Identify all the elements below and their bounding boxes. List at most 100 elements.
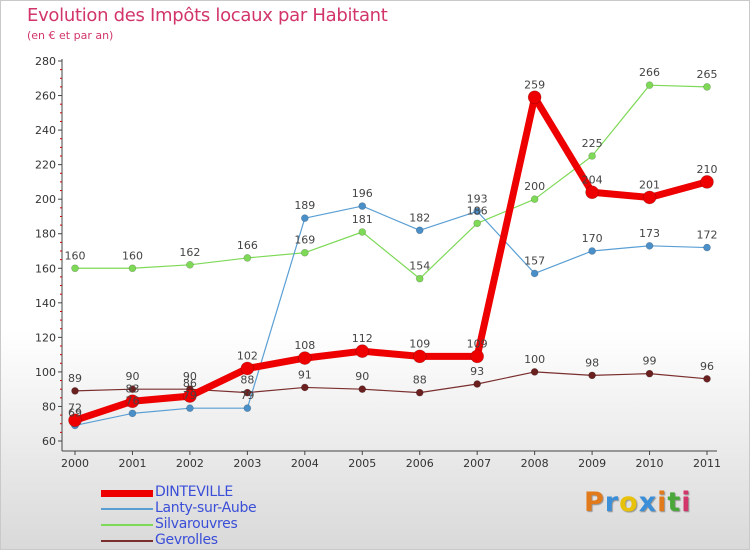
data-label-silvarouvres: 169: [294, 234, 315, 247]
data-label-gevrolles: 96: [700, 360, 714, 373]
proxiti-logo: Proxiti: [584, 487, 692, 518]
data-point-gevrolles: [301, 383, 309, 392]
data-label-gevrolles: 90: [125, 370, 139, 383]
y-tick-label: 100: [35, 366, 56, 379]
x-tick-label: 2004: [291, 457, 319, 470]
series-line-lanty-sur-aube: [74, 205, 708, 427]
y-tick-label: 140: [35, 297, 56, 310]
data-label-dinteville: 210: [697, 163, 718, 176]
data-point-gevrolles: [243, 388, 252, 397]
data-label-dinteville: 109: [409, 337, 430, 350]
y-tick-label: 60: [42, 435, 56, 448]
y-tick-label: 200: [35, 193, 56, 206]
data-label-lanty-sur-aube: 189: [294, 199, 315, 212]
data-point-gevrolles: [588, 371, 596, 380]
data-point-lanty-sur-aube: [301, 214, 309, 222]
x-tick-label: 2008: [521, 457, 549, 470]
data-point-dinteville: [470, 349, 484, 364]
data-label-lanty-sur-aube: 79: [240, 389, 254, 402]
data-label-dinteville: 259: [524, 78, 545, 91]
data-label-gevrolles: 99: [643, 355, 657, 368]
x-tick-label: 2003: [233, 457, 261, 470]
legend-swatch: [101, 489, 153, 497]
data-point-gevrolles: [473, 380, 481, 388]
legend-label: Gevrolles: [155, 532, 218, 548]
data-label-gevrolles: 91: [298, 368, 312, 381]
data-point-silvarouvres: [301, 248, 309, 257]
data-label-gevrolles: 98: [585, 356, 599, 369]
data-label-lanty-sur-aube: 157: [524, 254, 545, 267]
data-label-gevrolles: 100: [524, 353, 545, 366]
data-point-silvarouvres: [588, 152, 596, 160]
data-point-gevrolles: [703, 375, 711, 383]
data-label-dinteville: 204: [582, 173, 603, 186]
data-label-silvarouvres: 181: [352, 213, 373, 226]
data-point-dinteville: [68, 413, 82, 428]
data-point-silvarouvres: [243, 254, 252, 262]
data-label-gevrolles: 90: [183, 370, 197, 383]
x-tick-label: 2007: [463, 457, 491, 470]
data-label-lanty-sur-aube: 173: [639, 227, 660, 240]
data-point-dinteville: [355, 344, 370, 358]
legend-label: DINTEVILLE: [155, 484, 233, 500]
data-point-dinteville: [642, 190, 657, 205]
data-label-silvarouvres: 154: [409, 260, 430, 273]
data-point-gevrolles: [530, 368, 539, 376]
data-point-silvarouvres: [703, 83, 711, 91]
x-tick-label: 2002: [176, 457, 204, 470]
legend-label: Lanty-sur-Aube: [155, 500, 257, 516]
data-point-silvarouvres: [645, 81, 654, 89]
data-point-lanty-sur-aube: [243, 404, 252, 412]
data-point-dinteville: [527, 90, 542, 105]
data-label-silvarouvres: 266: [639, 66, 660, 79]
data-label-lanty-sur-aube: 182: [409, 211, 430, 224]
data-label-dinteville: 86: [183, 377, 197, 390]
x-tick-label: 2005: [348, 457, 376, 470]
legend-swatch: [101, 524, 153, 526]
data-point-dinteville: [183, 389, 197, 403]
data-label-lanty-sur-aube: 196: [352, 187, 373, 200]
data-label-silvarouvres: 225: [582, 137, 603, 150]
data-label-silvarouvres: 265: [697, 68, 718, 81]
data-point-lanty-sur-aube: [358, 202, 367, 210]
data-point-silvarouvres: [71, 264, 79, 273]
x-tick-label: 2000: [61, 457, 89, 470]
data-point-dinteville: [412, 349, 427, 364]
data-label-gevrolles: 88: [240, 374, 254, 387]
chart-title: Evolution des Impôts locaux par Habitant: [27, 5, 388, 26]
data-label-lanty-sur-aube: 170: [582, 232, 603, 245]
data-label-lanty-sur-aube: 76: [125, 394, 139, 407]
data-point-silvarouvres: [186, 261, 194, 269]
data-label-dinteville: 109: [467, 337, 488, 350]
y-tick-label: 180: [35, 228, 56, 241]
data-label-silvarouvres: 160: [122, 249, 143, 262]
data-label-silvarouvres: 166: [237, 239, 258, 252]
chart-subtitle: (en € et par an): [27, 29, 114, 42]
y-tick-label: 280: [35, 55, 56, 68]
series-line-silvarouvres: [74, 84, 708, 280]
series-line-gevrolles: [74, 371, 708, 394]
data-label-lanty-sur-aube: 69: [68, 406, 82, 419]
data-label-gevrolles: 90: [355, 370, 369, 383]
legend-swatch: [101, 540, 153, 542]
data-point-lanty-sur-aube: [530, 269, 539, 278]
data-point-gevrolles: [71, 387, 79, 395]
data-label-silvarouvres: 162: [179, 246, 200, 259]
data-point-dinteville: [240, 361, 255, 376]
data-label-lanty-sur-aube: 172: [697, 229, 718, 242]
data-point-silvarouvres: [473, 219, 481, 228]
data-label-silvarouvres: 186: [467, 204, 488, 217]
legend-label: Silvarouvres: [155, 516, 238, 532]
x-tick-label: 2010: [636, 457, 664, 470]
data-point-lanty-sur-aube: [128, 409, 137, 418]
x-tick-label: 2006: [406, 457, 434, 470]
x-tick-label: 2009: [578, 457, 606, 470]
data-label-gevrolles: 93: [470, 365, 484, 378]
data-point-lanty-sur-aube: [415, 226, 424, 235]
data-label-dinteville: 201: [639, 178, 660, 191]
data-label-silvarouvres: 160: [65, 249, 86, 262]
y-tick-label: 120: [35, 331, 56, 344]
data-point-silvarouvres: [530, 195, 539, 203]
x-tick-label: 2011: [693, 457, 721, 470]
